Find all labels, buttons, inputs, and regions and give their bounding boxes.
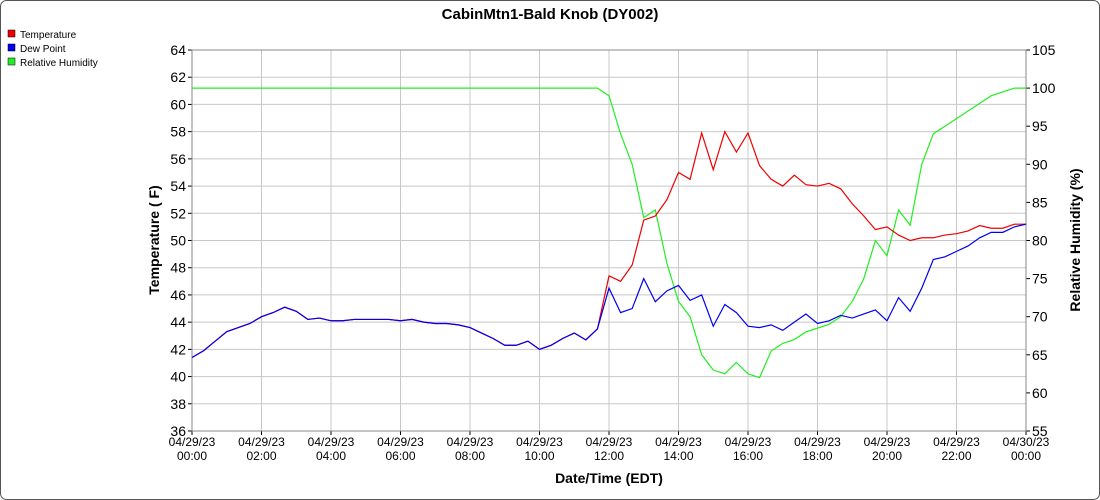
x-tick-label: 04/29/23 16:00 bbox=[725, 435, 772, 463]
legend-swatch bbox=[7, 29, 16, 38]
x-tick-label: 04/29/23 00:00 bbox=[169, 435, 216, 463]
legend-label: Temperature bbox=[20, 30, 77, 41]
y-tick-label: 62 bbox=[170, 69, 186, 85]
y-tick-label: 54 bbox=[170, 178, 186, 194]
x-tick-label: 04/29/23 20:00 bbox=[864, 435, 911, 463]
y2-tick-label: 70 bbox=[1032, 309, 1048, 325]
x-tick-label: 04/29/23 18:00 bbox=[794, 435, 841, 463]
chart-title: CabinMtn1-Bald Knob (DY002) bbox=[442, 6, 659, 23]
y2-tick-label: 95 bbox=[1032, 118, 1048, 134]
y2-tick-label: 60 bbox=[1032, 385, 1048, 401]
y-tick-label: 46 bbox=[170, 287, 186, 303]
y-tick-label: 64 bbox=[170, 42, 186, 58]
y2-tick-label: 80 bbox=[1032, 233, 1048, 249]
x-tick-label: 04/29/23 06:00 bbox=[377, 435, 424, 463]
legend-label: Relative Humidity bbox=[20, 58, 98, 69]
legend-label: Dew Point bbox=[20, 44, 66, 55]
y2-tick-label: 105 bbox=[1032, 42, 1056, 58]
y2-tick-label: 90 bbox=[1032, 156, 1048, 172]
y-tick-label: 36 bbox=[170, 423, 186, 439]
y2-tick-label: 100 bbox=[1032, 80, 1056, 96]
y-tick-label: 52 bbox=[170, 205, 186, 221]
legend-swatch bbox=[7, 57, 16, 66]
y-tick-label: 40 bbox=[170, 369, 186, 385]
x-tick-label: 04/29/23 10:00 bbox=[516, 435, 563, 463]
legend-swatch bbox=[7, 43, 16, 52]
y-tick-label: 44 bbox=[170, 314, 186, 330]
y-tick-label: 48 bbox=[170, 260, 186, 276]
y2-axis-label: Relative Humidity (%) bbox=[1067, 168, 1083, 311]
y-axis-label: Temperature ( F) bbox=[146, 185, 162, 294]
series-line bbox=[192, 87, 1026, 379]
y2-tick-label: 55 bbox=[1032, 423, 1048, 439]
x-tick-label: 04/29/23 14:00 bbox=[655, 435, 702, 463]
y2-tick-label: 75 bbox=[1032, 271, 1048, 287]
y-tick-label: 60 bbox=[170, 96, 186, 112]
y-tick-label: 38 bbox=[170, 396, 186, 412]
y2-tick-label: 65 bbox=[1032, 347, 1048, 363]
plot-border bbox=[191, 49, 1027, 432]
x-tick-label: 04/29/23 04:00 bbox=[308, 435, 355, 463]
x-tick-label: 04/29/23 12:00 bbox=[586, 435, 633, 463]
y-tick-label: 50 bbox=[170, 233, 186, 249]
series-line bbox=[191, 223, 1027, 359]
x-axis-label: Date/Time (EDT) bbox=[555, 470, 663, 486]
y-tick-label: 56 bbox=[170, 151, 186, 167]
y-tick-label: 42 bbox=[170, 341, 186, 357]
y-tick-label: 58 bbox=[170, 124, 186, 140]
x-tick-label: 04/30/23 00:00 bbox=[1003, 435, 1050, 463]
x-tick-label: 04/29/23 08:00 bbox=[447, 435, 494, 463]
x-tick-label: 04/29/23 02:00 bbox=[238, 435, 285, 463]
x-tick-label: 04/29/23 22:00 bbox=[933, 435, 980, 463]
y2-tick-label: 85 bbox=[1032, 194, 1048, 210]
